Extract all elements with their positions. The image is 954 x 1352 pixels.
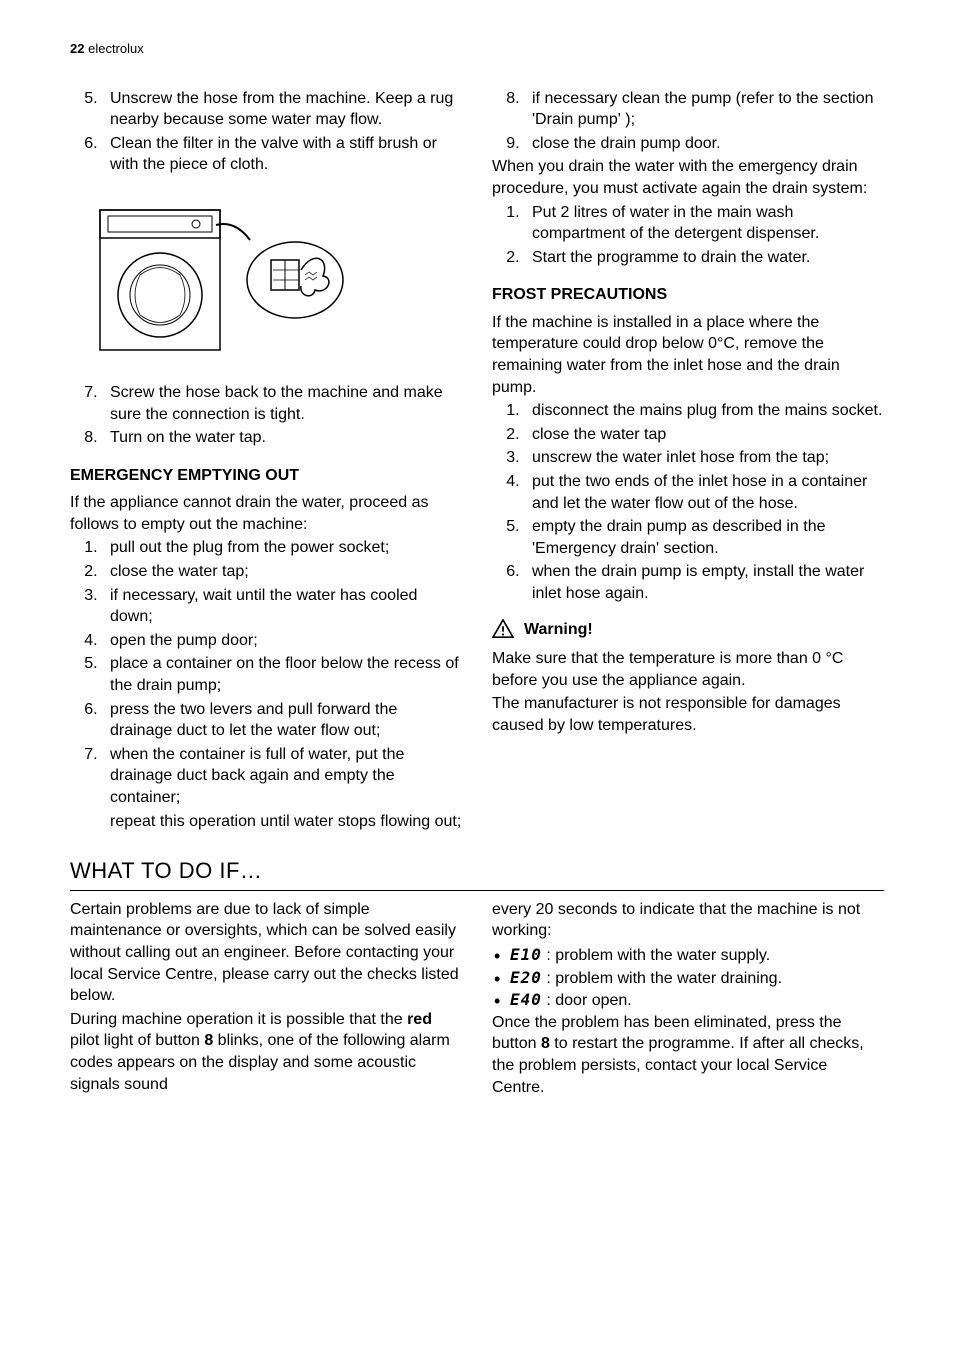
right-column: if necessary clean the pump (refer to th… bbox=[492, 88, 884, 833]
list-item: close the water tap bbox=[524, 424, 884, 446]
error-code: E10 bbox=[510, 945, 542, 964]
list-item: press the two levers and pull forward th… bbox=[102, 699, 462, 742]
list-item: if necessary, wait until the water has c… bbox=[102, 585, 462, 628]
bottom-right-col: every 20 seconds to indicate that the ma… bbox=[492, 899, 884, 1100]
frost-list: disconnect the mains plug from the mains… bbox=[492, 400, 884, 606]
frost-heading: FROST PRECAUTIONS bbox=[492, 284, 884, 306]
list-item: Screw the hose back to the machine and m… bbox=[102, 382, 462, 425]
list-item: Put 2 litres of water in the main wash c… bbox=[524, 202, 884, 245]
error-code: E20 bbox=[510, 968, 542, 987]
bottom-columns: Certain problems are due to lack of simp… bbox=[70, 899, 884, 1100]
list-item: E10 : problem with the water supply. bbox=[492, 944, 884, 967]
left-mid-list: Screw the hose back to the machine and m… bbox=[70, 382, 462, 451]
list-item: place a container on the floor below the… bbox=[102, 653, 462, 696]
error-desc: : problem with the water draining. bbox=[542, 970, 782, 987]
list-item: E20 : problem with the water draining. bbox=[492, 967, 884, 990]
bold-red: red bbox=[407, 1011, 432, 1028]
list-item: when the container is full of water, put… bbox=[102, 744, 462, 809]
page-number: 22 bbox=[70, 41, 84, 56]
list-item: open the pump door; bbox=[102, 630, 462, 652]
emergency-list: pull out the plug from the power socket;… bbox=[70, 537, 462, 810]
bottom-left-col: Certain problems are due to lack of simp… bbox=[70, 899, 462, 1100]
list-item: Start the programme to drain the water. bbox=[524, 247, 884, 269]
warning-row: Warning! bbox=[492, 619, 884, 641]
warning-icon bbox=[492, 619, 514, 639]
list-item: if necessary clean the pump (refer to th… bbox=[524, 88, 884, 131]
error-desc: : problem with the water supply. bbox=[542, 947, 770, 964]
page-header: 22 electrolux bbox=[70, 40, 884, 58]
bold-8: 8 bbox=[204, 1032, 213, 1049]
right-para: When you drain the water with the emerge… bbox=[492, 156, 884, 199]
right-sub-list: Put 2 litres of water in the main wash c… bbox=[492, 202, 884, 271]
top-columns: Unscrew the hose from the machine. Keep … bbox=[70, 88, 884, 833]
text: pilot light of button bbox=[70, 1032, 204, 1049]
left-column: Unscrew the hose from the machine. Keep … bbox=[70, 88, 462, 833]
frost-intro: If the machine is installed in a place w… bbox=[492, 312, 884, 398]
brand-name: electrolux bbox=[88, 41, 144, 56]
whattodo-title: WHAT TO DO IF… bbox=[70, 856, 884, 886]
list-item: empty the drain pump as described in the… bbox=[524, 516, 884, 559]
wtd-left-p2: During machine operation it is possible … bbox=[70, 1009, 462, 1095]
warning-p2: The manufacturer is not responsible for … bbox=[492, 693, 884, 736]
list-item: Turn on the water tap. bbox=[102, 427, 462, 449]
list-item: put the two ends of the inlet hose in a … bbox=[524, 471, 884, 514]
list-item: when the drain pump is empty, install th… bbox=[524, 561, 884, 604]
list-item: disconnect the mains plug from the mains… bbox=[524, 400, 884, 422]
list-item: pull out the plug from the power socket; bbox=[102, 537, 462, 559]
wtd-right-p2: Once the problem has been eliminated, pr… bbox=[492, 1012, 884, 1098]
emergency-intro: If the appliance cannot drain the water,… bbox=[70, 492, 462, 535]
error-desc: : door open. bbox=[542, 992, 632, 1009]
error-code: E40 bbox=[510, 990, 542, 1009]
warning-p1: Make sure that the temperature is more t… bbox=[492, 648, 884, 691]
list-item: E40 : door open. bbox=[492, 989, 884, 1012]
emergency-heading: EMERGENCY EMPTYING OUT bbox=[70, 465, 462, 487]
left-top-list: Unscrew the hose from the machine. Keep … bbox=[70, 88, 462, 178]
wtd-right-p1: every 20 seconds to indicate that the ma… bbox=[492, 899, 884, 942]
error-codes-list: E10 : problem with the water supply. E20… bbox=[492, 944, 884, 1012]
list-item: Clean the filter in the valve with a sti… bbox=[102, 133, 462, 176]
list-item: Unscrew the hose from the machine. Keep … bbox=[102, 88, 462, 131]
right-top-list: if necessary clean the pump (refer to th… bbox=[492, 88, 884, 157]
warning-label: Warning! bbox=[524, 619, 593, 641]
text: During machine operation it is possible … bbox=[70, 1011, 407, 1028]
emergency-continue: repeat this operation until water stops … bbox=[110, 811, 462, 833]
bold-8: 8 bbox=[541, 1035, 550, 1052]
list-item: unscrew the water inlet hose from the ta… bbox=[524, 447, 884, 469]
list-item: close the drain pump door. bbox=[524, 133, 884, 155]
title-divider bbox=[70, 890, 884, 891]
wtd-left-p1: Certain problems are due to lack of simp… bbox=[70, 899, 462, 1007]
list-item: close the water tap; bbox=[102, 561, 462, 583]
machine-diagram bbox=[90, 190, 370, 370]
